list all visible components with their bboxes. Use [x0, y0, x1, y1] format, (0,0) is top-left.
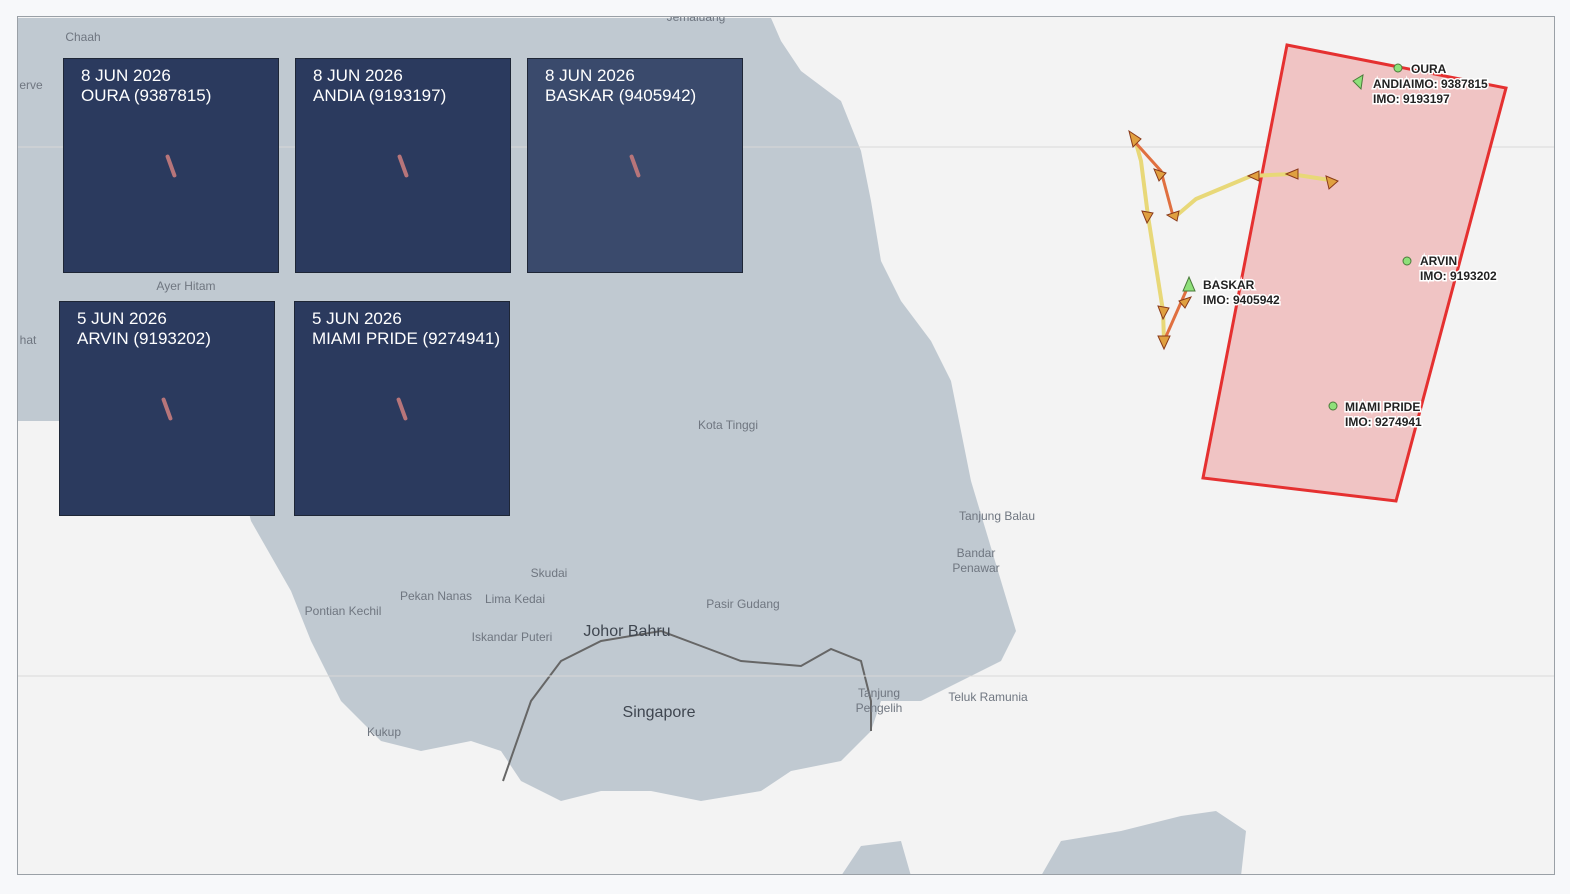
- satellite-image: 5 JUN 2026 MIAMI PRIDE (9274941): [294, 301, 510, 516]
- place-label: Jemaluang: [667, 17, 726, 24]
- land: [1042, 811, 1246, 874]
- place-label: Singapore: [623, 704, 696, 721]
- ship-image: [165, 154, 177, 178]
- image-vessel: MIAMI PRIDE (9274941): [312, 329, 501, 348]
- satellite-image: 8 JUN 2026 BASKAR (9405942): [527, 58, 743, 273]
- image-date: 5 JUN 2026: [77, 309, 167, 328]
- border: [502, 629, 872, 782]
- track: [1162, 290, 1188, 342]
- place-label: Iskandar Puteri: [472, 630, 553, 644]
- place-label: Chaah: [65, 30, 100, 44]
- image-date: 8 JUN 2026: [545, 66, 635, 85]
- land: [842, 841, 911, 874]
- ship-image: [397, 154, 409, 178]
- image-date: 5 JUN 2026: [312, 309, 402, 328]
- place-label: Pengelih: [856, 701, 903, 715]
- vessel-name: BASKAR: [1203, 278, 1255, 292]
- vessel-imo: IMO: 9274941: [1345, 415, 1422, 429]
- image-vessel: BASKAR (9405942): [545, 86, 697, 105]
- ship-image: [161, 397, 173, 421]
- map: Jemaluang Chaah erve Ayer Hitam hat Kota Ting…: [17, 16, 1555, 875]
- satellite-image: 5 JUN 2026 ARVIN (9193202): [59, 301, 275, 516]
- place-label: Penawar: [952, 561, 999, 575]
- place-label: Skudai: [531, 566, 568, 580]
- place-label: erve: [19, 78, 43, 92]
- place-label: Pontian Kechil: [305, 604, 382, 618]
- place-label: Johor Bahru: [583, 623, 670, 640]
- vessel-name: ARVIN: [1420, 254, 1457, 268]
- image-vessel: OURA (9387815): [81, 86, 212, 105]
- place-label: Pekan Nanas: [400, 589, 472, 603]
- area-of-interest: [1201, 43, 1508, 503]
- track-arrows: [1128, 129, 1339, 351]
- vessel-name: MIAMI PRIDE: [1345, 400, 1420, 414]
- image-vessel: ANDIA (9193197): [313, 86, 447, 105]
- place-label: Tanjung Balau: [959, 509, 1035, 523]
- vessel-imo: IMO: 9193197: [1373, 92, 1450, 106]
- satellite-image: 8 JUN 2026 OURA (9387815): [63, 58, 279, 273]
- place-label: Tanjung: [858, 686, 900, 700]
- place-label: Bandar: [957, 546, 996, 560]
- ship-image: [629, 154, 641, 178]
- vessel-markers: [1182, 63, 1412, 411]
- image-date: 8 JUN 2026: [313, 66, 403, 85]
- vessel-imo: IMO: 9193202: [1420, 269, 1497, 283]
- vessel-name: OURA: [1411, 62, 1447, 76]
- place-label: Teluk Ramunia: [948, 690, 1028, 704]
- image-vessel: ARVIN (9193202): [77, 329, 211, 348]
- vessel-imo: IMO: 9405942: [1203, 293, 1280, 307]
- place-label: Kukup: [367, 725, 401, 739]
- ship-image: [396, 397, 408, 421]
- vessel-imo: IMO: 9387815: [1411, 77, 1488, 91]
- vessel-name: ANDIA: [1373, 77, 1411, 91]
- image-date: 8 JUN 2026: [81, 66, 171, 85]
- place-label: Kota Tinggi: [698, 418, 758, 432]
- place-label: Pasir Gudang: [706, 597, 779, 611]
- place-label: hat: [20, 333, 37, 347]
- satellite-image: 8 JUN 2026 ANDIA (9193197): [295, 58, 511, 273]
- place-label: Ayer Hitam: [156, 279, 215, 293]
- place-label: Lima Kedai: [485, 592, 545, 606]
